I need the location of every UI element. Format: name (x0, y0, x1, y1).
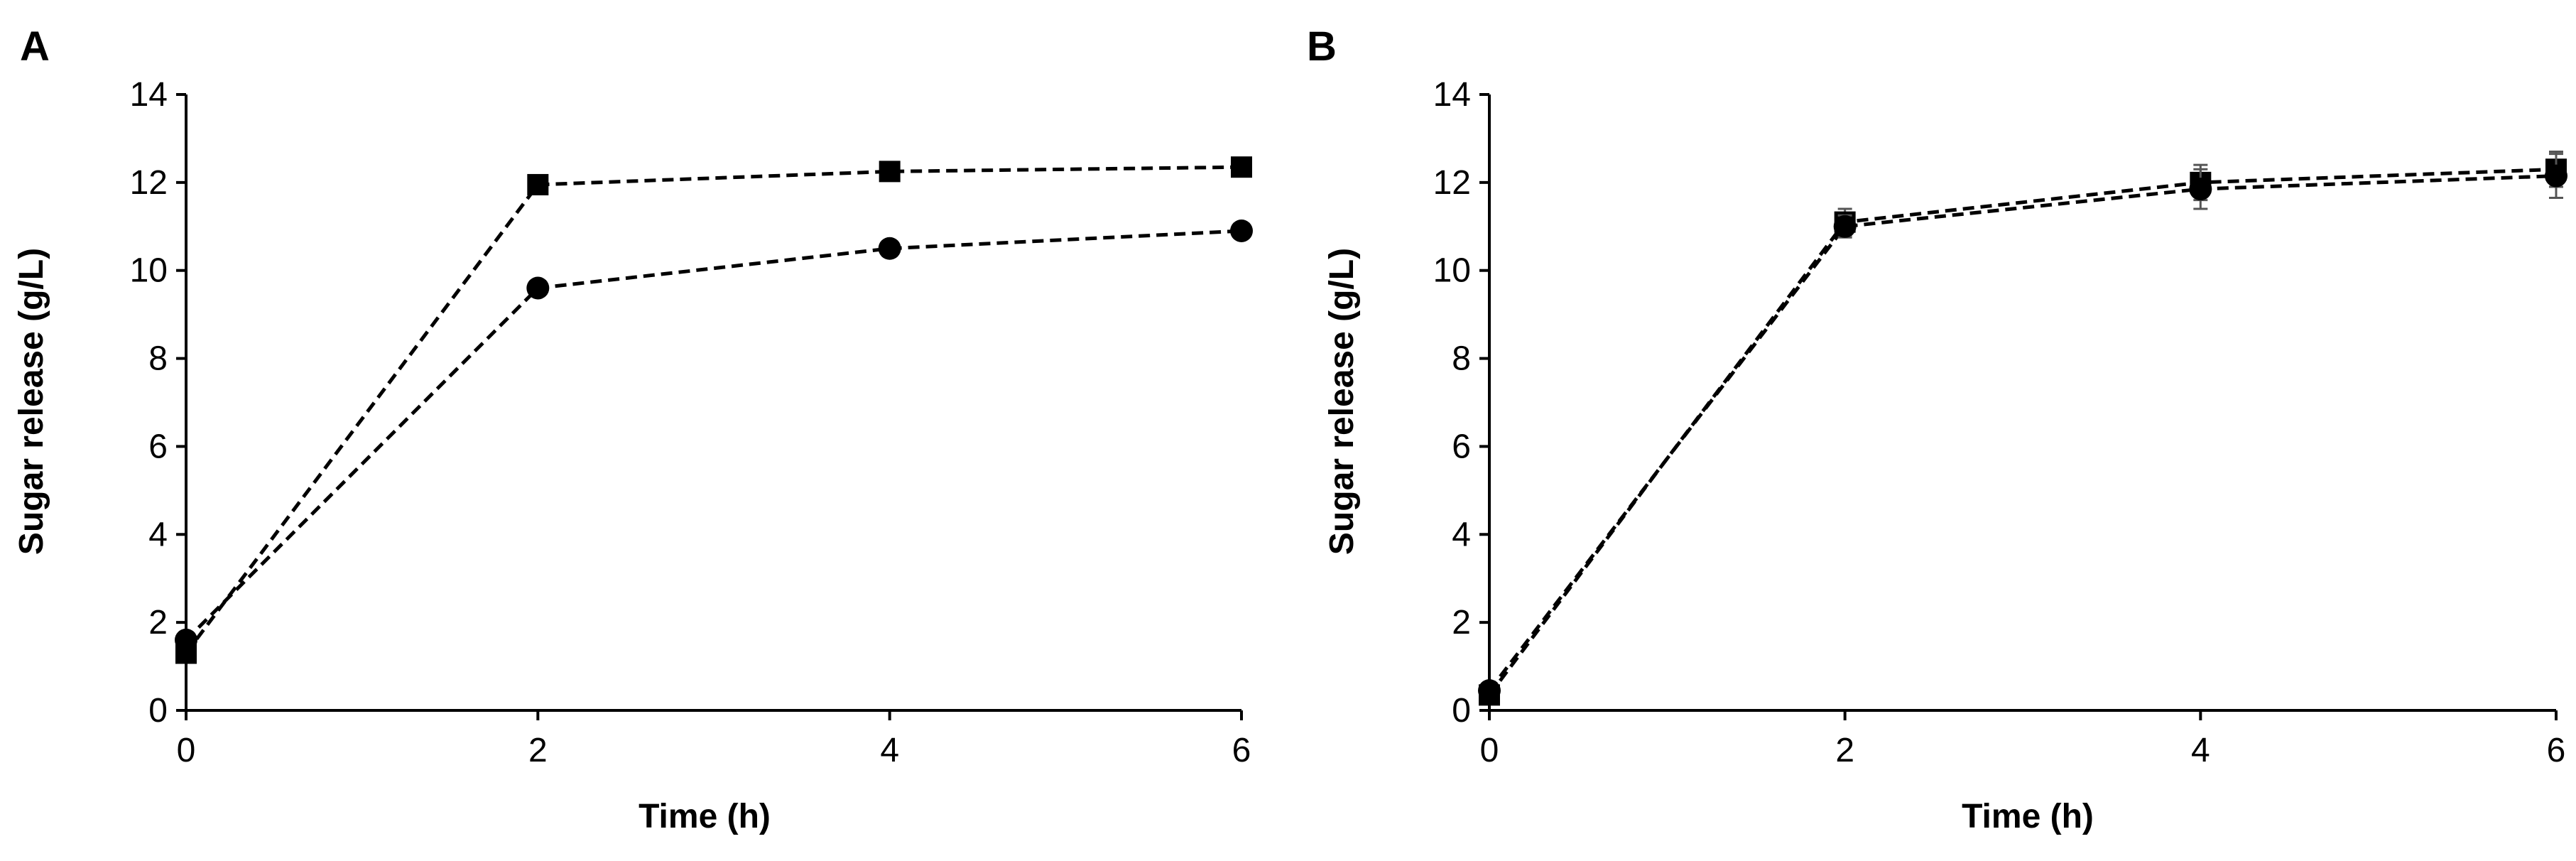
x-tick-label: 0 (177, 732, 196, 769)
y-tick-label: 14 (1433, 76, 1471, 114)
series-line-circle (185, 229, 1242, 641)
y-tick-label: 12 (1433, 164, 1471, 202)
y-tick-label: 8 (1452, 340, 1471, 378)
x-axis-title: Time (h) (638, 798, 771, 835)
x-tick-label: 4 (880, 732, 899, 769)
x-axis-title: Time (h) (1962, 798, 2094, 835)
y-tick-label: 14 (130, 76, 168, 114)
panel-letter: B (1307, 23, 1337, 70)
panel-b: B Sugar release (g/L) Time (h) 0 2 4 6 8 10 12… (1307, 23, 2567, 835)
y-tick-label: 10 (1433, 252, 1471, 290)
tick-group: 0 2 4 6 8 10 12 14 0 2 4 6 (1433, 76, 2566, 769)
data-point-square (527, 173, 549, 195)
y-tick-label: 10 (130, 252, 168, 290)
data-point-circle (878, 237, 901, 260)
x-tick-label: 6 (1232, 732, 1251, 769)
data-point-circle (1833, 215, 1857, 238)
y-tick-label: 0 (1452, 692, 1471, 730)
tick-group: 0 2 4 6 8 10 12 14 0 2 4 6 (130, 76, 1251, 769)
y-tick-label: 4 (1452, 516, 1471, 553)
data-point-circle (2545, 164, 2567, 188)
y-tick-label: 6 (1452, 428, 1471, 465)
data-point-circle (526, 276, 550, 300)
x-tick-label: 2 (528, 732, 548, 769)
data-point-square (1231, 156, 1252, 178)
y-axis-title: Sugar release (g/L) (13, 248, 50, 555)
x-tick-label: 0 (1480, 732, 1499, 769)
y-tick-label: 2 (148, 604, 168, 641)
series-line-square (1488, 167, 2557, 696)
data-point-square (879, 161, 901, 183)
series-layer (1478, 151, 2567, 706)
panel-letter: A (20, 23, 50, 70)
y-tick-label: 8 (148, 340, 168, 378)
x-tick-label: 6 (2547, 732, 2566, 769)
x-tick-label: 2 (1835, 732, 1854, 769)
y-tick-label: 6 (148, 428, 168, 465)
data-point-circle (2189, 178, 2212, 201)
series-line-square (185, 165, 1242, 655)
x-tick-label: 4 (2191, 732, 2210, 769)
data-point-circle (1230, 219, 1253, 242)
panel-a: A Sugar release (g/L) Time (h) 0 2 4 6 8 10 12… (13, 23, 1253, 835)
y-axis-title: Sugar release (g/L) (1323, 248, 1361, 555)
y-tick-label: 12 (130, 164, 168, 202)
data-point-circle (175, 628, 197, 651)
y-tick-label: 2 (1452, 604, 1471, 641)
series-layer (175, 156, 1253, 664)
y-tick-label: 0 (148, 692, 168, 730)
y-tick-label: 4 (148, 516, 168, 553)
data-point-circle (1478, 679, 1501, 703)
series-line-circle (1488, 174, 2557, 692)
